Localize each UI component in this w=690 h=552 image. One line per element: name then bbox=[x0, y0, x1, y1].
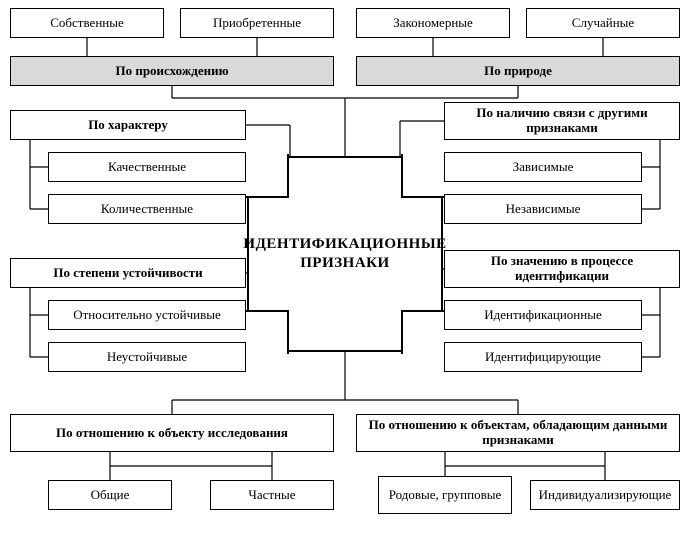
left-2-child-1: Неустойчивые bbox=[48, 342, 246, 372]
top-right-child-0: Закономерные bbox=[356, 8, 510, 38]
right-2-header: По значению в процессе идентификации bbox=[444, 250, 680, 288]
bottom-left-header: По отношению к объекту исследования bbox=[10, 414, 334, 452]
bottom-right-child-0: Родовые, групповые bbox=[378, 476, 512, 514]
left-1-header: По характеру bbox=[10, 110, 246, 140]
right-1-child-0: Зависимые bbox=[444, 152, 642, 182]
bottom-left-child-1: Частные bbox=[210, 480, 334, 510]
bottom-left-child-0: Общие bbox=[48, 480, 172, 510]
top-right-header: По природе bbox=[356, 56, 680, 86]
right-2-child-0: Идентификационные bbox=[444, 300, 642, 330]
left-2-child-0: Относительно устойчивые bbox=[48, 300, 246, 330]
left-1-child-1: Количественные bbox=[48, 194, 246, 224]
top-left-child-1: Приобретенные bbox=[180, 8, 334, 38]
right-1-header: По наличию связи с другими признаками bbox=[444, 102, 680, 140]
top-right-child-1: Случайные bbox=[526, 8, 680, 38]
left-2-header: По степени устойчивости bbox=[10, 258, 246, 288]
bottom-right-header: По отношению к объектам, обладающим данн… bbox=[356, 414, 680, 452]
top-left-header: По происхождению bbox=[10, 56, 334, 86]
center-label: ИДЕНТИФИКАЦИОННЫЕ ПРИЗНАКИ bbox=[243, 235, 446, 274]
bottom-right-child-1: Индивидуализирующие bbox=[530, 480, 680, 510]
right-2-child-1: Идентифицирующие bbox=[444, 342, 642, 372]
left-1-child-0: Качественные bbox=[48, 152, 246, 182]
top-left-child-0: Собственные bbox=[10, 8, 164, 38]
right-1-child-1: Независимые bbox=[444, 194, 642, 224]
